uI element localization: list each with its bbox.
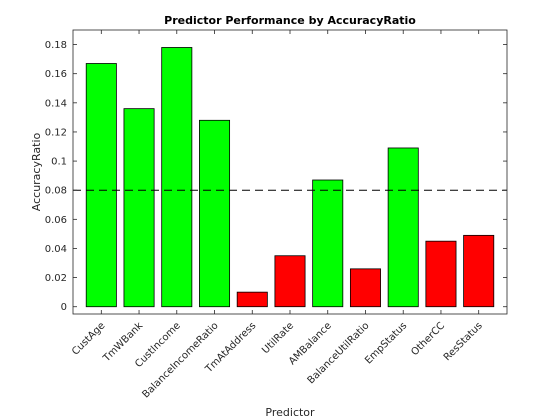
bar-BalanceUtilRatio	[349, 268, 381, 308]
y-tick-label: 0.1	[51, 157, 67, 168]
x-tick-label-OtherCC: OtherCC	[409, 320, 447, 358]
bars-group	[85, 47, 495, 308]
x-tick-label-ResStatus: ResStatus	[442, 320, 485, 363]
bar-CustIncome	[161, 47, 193, 308]
bar-AMBalance	[312, 179, 344, 308]
y-tick-label: 0.04	[45, 244, 67, 255]
y-tick-label: 0.18	[45, 40, 67, 51]
bar-OtherCC	[425, 240, 457, 308]
bar-BalanceIncomeRatio	[199, 119, 231, 308]
y-tick-label: 0.16	[45, 69, 67, 80]
y-axis-label: AccuracyRatio	[30, 133, 43, 212]
chart-title: Predictor Performance by AccuracyRatio	[164, 14, 416, 27]
bar-TmWBank	[123, 108, 155, 308]
y-tick-label: 0	[61, 302, 67, 313]
y-tick-label: 0.02	[45, 273, 67, 284]
bar-TmAtAddress	[236, 291, 268, 308]
x-tick-label-BalanceIncomeRatio: BalanceIncomeRatio	[140, 320, 220, 400]
bar-CustAge	[85, 63, 117, 308]
x-axis-label: Predictor	[265, 406, 315, 419]
y-tick-label: 0.14	[45, 98, 67, 109]
bar-ResStatus	[463, 234, 495, 308]
bar-UtilRate	[274, 255, 306, 308]
y-tick-label: 0.08	[45, 186, 67, 197]
y-tick-label: 0.12	[45, 127, 67, 138]
bar-EmpStatus	[387, 147, 419, 308]
y-tick-label: 0.06	[45, 215, 67, 226]
y-axis-ticks: 0 0.02 0.04 0.06 0.08 0.1 0.12 0.14 0.16 0.18	[45, 40, 507, 313]
x-tick-label-CustAge: CustAge	[70, 320, 107, 357]
x-tick-label-UtilRate: UtilRate	[260, 320, 296, 356]
